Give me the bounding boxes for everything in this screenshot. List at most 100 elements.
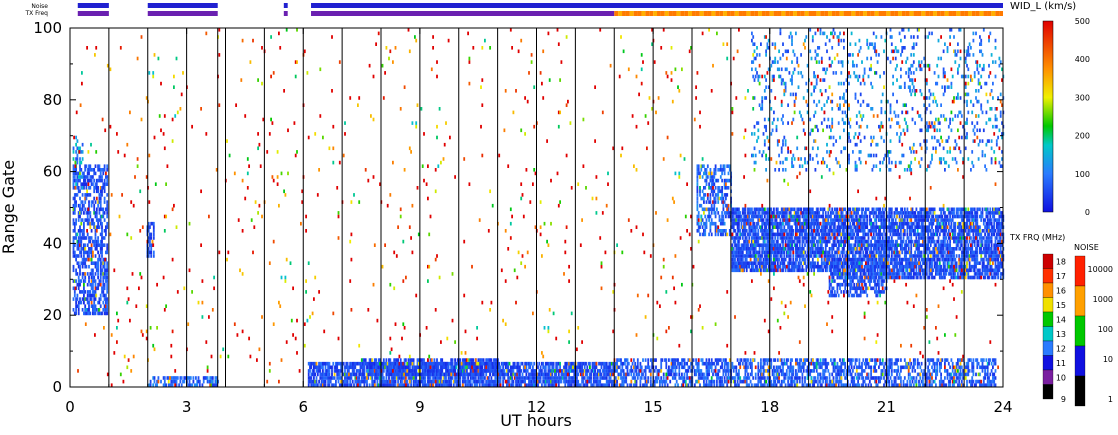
data-cell bbox=[327, 361, 330, 366]
data-cell bbox=[359, 369, 362, 373]
data-cell bbox=[823, 372, 826, 377]
data-cell bbox=[734, 379, 736, 384]
data-cell bbox=[337, 372, 340, 377]
data-cell bbox=[99, 250, 102, 255]
data-cell bbox=[99, 232, 102, 237]
data-cell bbox=[489, 369, 492, 373]
data-cell bbox=[541, 383, 543, 387]
data-cell bbox=[80, 207, 83, 212]
data-cell bbox=[779, 243, 782, 247]
data-cell bbox=[783, 358, 786, 362]
data-cell bbox=[101, 254, 103, 258]
data-cell bbox=[72, 146, 75, 151]
data-cell bbox=[93, 221, 96, 226]
data-cell bbox=[98, 211, 101, 215]
data-cell bbox=[516, 361, 519, 366]
data-cell bbox=[170, 379, 173, 384]
data-cell bbox=[502, 372, 505, 377]
data-cell bbox=[779, 264, 782, 269]
data-cell bbox=[81, 275, 84, 280]
data-cell bbox=[592, 376, 595, 380]
data-cell bbox=[477, 369, 480, 373]
data-cell bbox=[99, 268, 102, 273]
data-cell bbox=[542, 365, 545, 370]
data-cell bbox=[85, 186, 88, 190]
data-cell bbox=[77, 171, 80, 176]
data-cell bbox=[81, 171, 84, 176]
data-cell bbox=[434, 383, 437, 387]
data-cell bbox=[854, 372, 857, 377]
data-cell bbox=[447, 376, 450, 380]
data-cell bbox=[351, 361, 354, 366]
data-cell bbox=[896, 372, 898, 377]
data-cell bbox=[420, 365, 423, 370]
data-cell bbox=[103, 264, 106, 269]
data-cell bbox=[587, 369, 590, 373]
data-cell bbox=[76, 160, 79, 165]
data-cell bbox=[576, 383, 578, 387]
data-cell bbox=[644, 376, 647, 380]
data-cell bbox=[85, 308, 88, 312]
data-cell bbox=[84, 311, 87, 316]
data-cell bbox=[511, 365, 514, 370]
data-cell bbox=[661, 358, 664, 362]
data-cell bbox=[946, 358, 949, 362]
data-cell bbox=[771, 229, 774, 233]
data-cell bbox=[754, 229, 757, 233]
data-cell bbox=[858, 358, 861, 362]
data-cell bbox=[362, 358, 365, 362]
data-cell bbox=[357, 379, 359, 384]
data-cell bbox=[804, 361, 806, 366]
data-cell bbox=[757, 229, 760, 233]
data-cell bbox=[725, 372, 727, 377]
data-cell bbox=[861, 361, 863, 366]
data-cell bbox=[577, 361, 580, 366]
data-cell bbox=[472, 372, 475, 377]
data-cell bbox=[486, 383, 489, 387]
data-cell bbox=[73, 279, 76, 283]
data-cell bbox=[94, 254, 97, 258]
data-cell bbox=[773, 211, 775, 215]
data-cell bbox=[529, 372, 532, 377]
data-cell bbox=[802, 225, 805, 229]
data-cell bbox=[618, 372, 621, 377]
data-cell bbox=[817, 376, 819, 380]
data-cell bbox=[93, 293, 96, 298]
data-cell bbox=[498, 376, 501, 380]
data-cell bbox=[773, 239, 775, 244]
data-cell bbox=[436, 365, 438, 370]
data-cell bbox=[379, 365, 381, 370]
data-cell bbox=[318, 361, 321, 366]
data-cell bbox=[80, 247, 83, 251]
data-cell bbox=[84, 257, 87, 262]
data-cell bbox=[532, 383, 534, 387]
data-cell bbox=[708, 211, 711, 215]
data-cell bbox=[385, 369, 388, 373]
data-cell bbox=[98, 207, 101, 212]
data-cell bbox=[591, 369, 594, 373]
data-cell bbox=[782, 268, 784, 273]
data-cell bbox=[315, 376, 318, 380]
data-cell bbox=[429, 358, 432, 362]
data-cell bbox=[763, 361, 766, 366]
data-cell bbox=[79, 239, 81, 244]
data-cell bbox=[630, 372, 633, 377]
data-cell bbox=[79, 207, 81, 212]
data-cell bbox=[179, 379, 182, 384]
data-cell bbox=[722, 232, 725, 237]
data-cell bbox=[83, 286, 85, 291]
data-cell bbox=[430, 379, 433, 384]
data-cell bbox=[75, 308, 78, 312]
data-cell bbox=[324, 376, 327, 380]
data-cell bbox=[354, 376, 357, 380]
data-cell bbox=[415, 369, 418, 373]
data-cell bbox=[515, 376, 517, 380]
data-cell bbox=[758, 211, 761, 215]
data-cell bbox=[99, 239, 102, 244]
data-cell bbox=[594, 369, 597, 373]
data-cell bbox=[710, 232, 713, 237]
data-cell bbox=[88, 275, 90, 280]
data-cell bbox=[79, 268, 81, 273]
data-cell bbox=[861, 365, 863, 370]
data-cell bbox=[440, 358, 442, 362]
